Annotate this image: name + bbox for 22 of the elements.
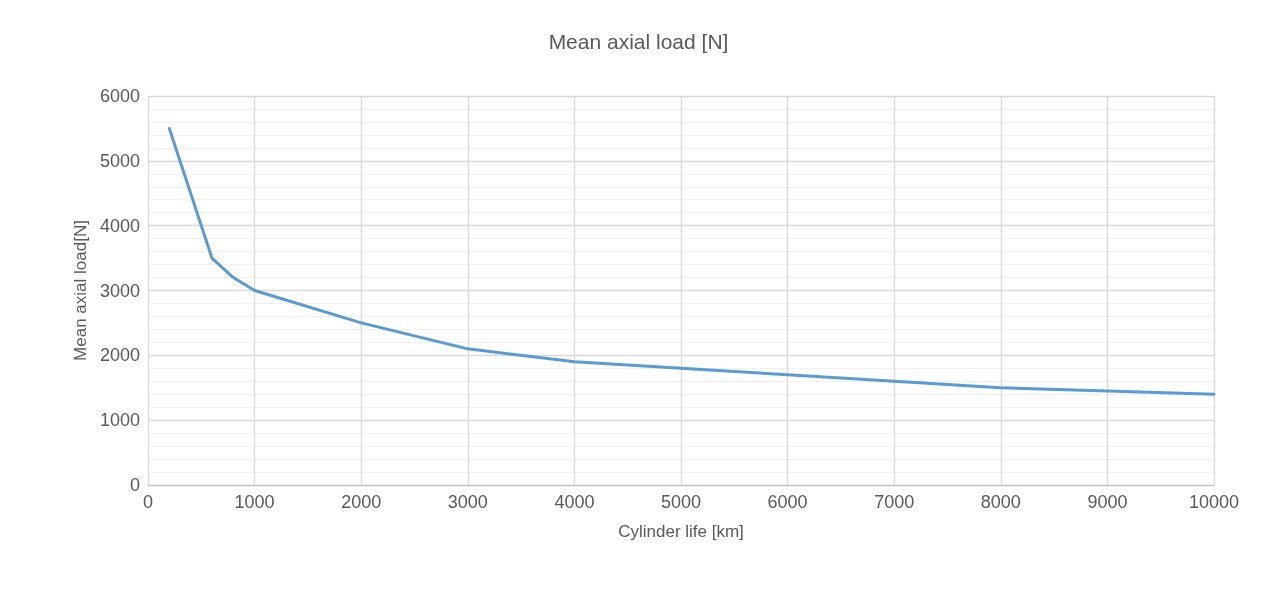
x-tick-label: 9000	[1087, 492, 1128, 512]
x-tick-label: 4000	[554, 492, 595, 512]
y-tick-label: 2000	[99, 345, 140, 366]
x-tick-label: 1000	[234, 492, 275, 512]
y-tick-label: 0	[129, 475, 140, 495]
x-tick-label: 8000	[980, 492, 1021, 512]
x-tick-label: 5000	[660, 492, 702, 512]
x-tick-label: 10000	[1188, 492, 1240, 512]
y-tick-label: 6000	[99, 86, 140, 106]
y-tick-label: 1000	[99, 410, 140, 431]
x-axis-title: Cylinder life [km]	[618, 522, 744, 541]
y-tick-label: 5000	[99, 150, 140, 171]
x-tick-label: 7000	[874, 492, 915, 512]
x-tick-label: 6000	[767, 492, 808, 512]
x-tick-label: 3000	[447, 492, 488, 512]
x-tick-label: 2000	[341, 492, 382, 512]
y-tick-label: 4000	[99, 215, 140, 236]
line-series	[167, 126, 1216, 396]
y-axis-title: Mean axial load[N]	[71, 220, 91, 361]
x-tick-label: 0	[142, 492, 154, 512]
chart-title: Mean axial load [N]	[548, 30, 729, 53]
y-tick-label: 3000	[99, 280, 140, 301]
